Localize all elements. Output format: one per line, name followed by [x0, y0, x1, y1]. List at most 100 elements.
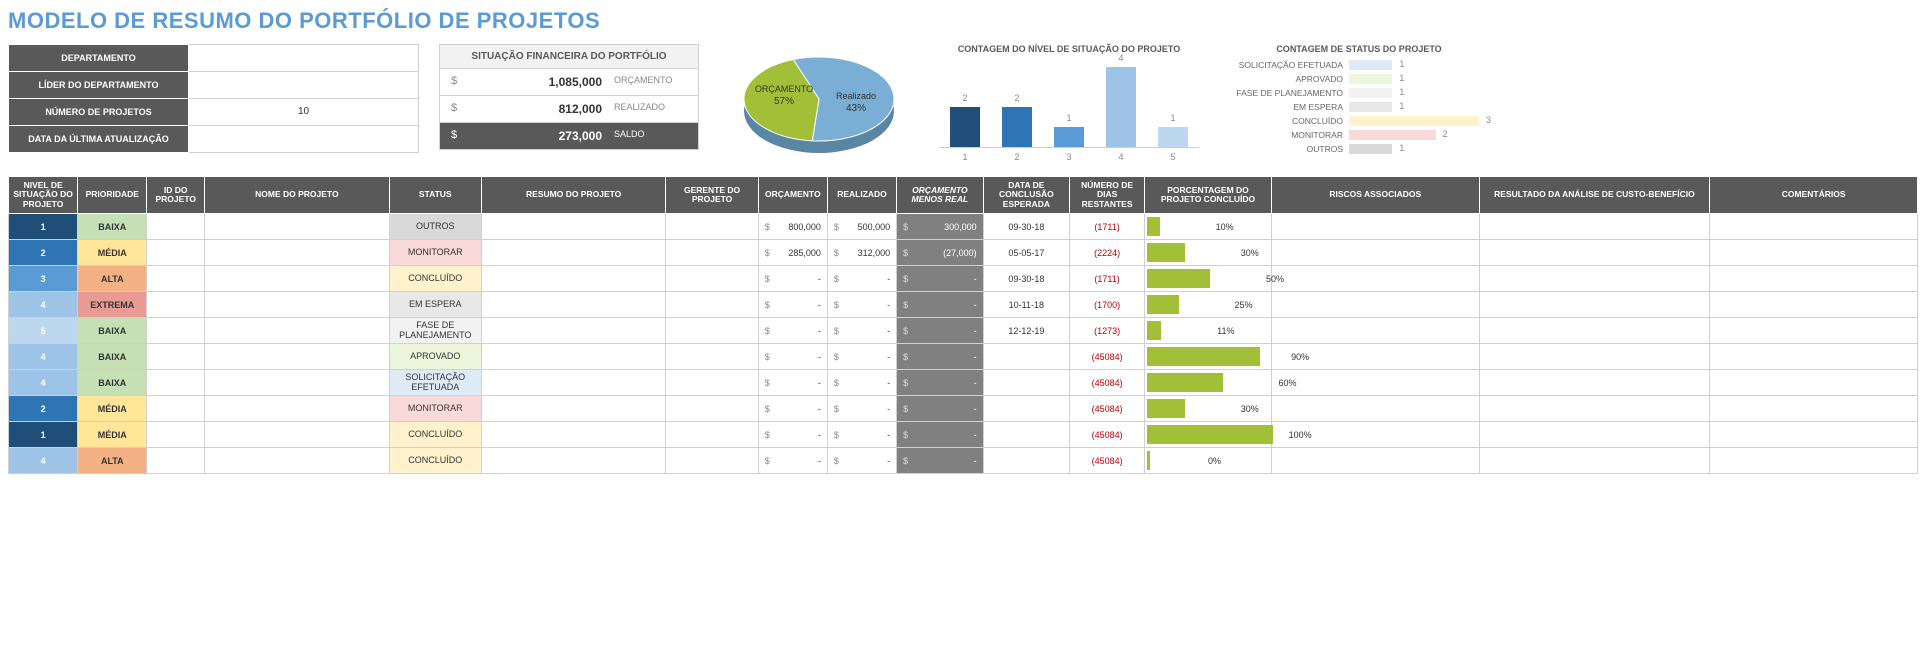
- cost-benefit-cell[interactable]: [1479, 318, 1710, 344]
- column-header[interactable]: REALIZADO: [827, 177, 896, 214]
- risks-cell[interactable]: [1271, 240, 1479, 266]
- percent-cell[interactable]: 11%: [1145, 318, 1272, 344]
- date-cell[interactable]: [983, 422, 1070, 448]
- percent-cell[interactable]: 100%: [1145, 422, 1272, 448]
- priority-cell[interactable]: BAIXA: [78, 344, 147, 370]
- manager-cell[interactable]: [666, 318, 758, 344]
- project-name-cell[interactable]: [205, 266, 390, 292]
- summary-cell[interactable]: [481, 422, 666, 448]
- priority-cell[interactable]: BAIXA: [78, 318, 147, 344]
- status-cell[interactable]: CONCLUÍDO: [389, 422, 481, 448]
- nivel-cell[interactable]: 5: [9, 318, 78, 344]
- nivel-cell[interactable]: 4: [9, 448, 78, 474]
- date-cell[interactable]: [983, 370, 1070, 396]
- nivel-cell[interactable]: 2: [9, 396, 78, 422]
- nivel-cell[interactable]: 2: [9, 240, 78, 266]
- project-name-cell[interactable]: [205, 318, 390, 344]
- project-id-cell[interactable]: [147, 318, 205, 344]
- cost-benefit-cell[interactable]: [1479, 266, 1710, 292]
- date-cell[interactable]: 12-12-19: [983, 318, 1070, 344]
- risks-cell[interactable]: [1271, 266, 1479, 292]
- column-header[interactable]: RESUMO DO PROJETO: [481, 177, 666, 214]
- manager-cell[interactable]: [666, 396, 758, 422]
- column-header[interactable]: RESULTADO DA ANÁLISE DE CUSTO-BENEFÍCIO: [1479, 177, 1710, 214]
- status-cell[interactable]: FASE DE PLANEJAMENTO: [389, 318, 481, 344]
- days-cell[interactable]: (1711): [1070, 214, 1145, 240]
- cost-benefit-cell[interactable]: [1479, 214, 1710, 240]
- percent-cell[interactable]: 60%: [1145, 370, 1272, 396]
- project-name-cell[interactable]: [205, 370, 390, 396]
- project-name-cell[interactable]: [205, 344, 390, 370]
- percent-cell[interactable]: 0%: [1145, 448, 1272, 474]
- manager-cell[interactable]: [666, 448, 758, 474]
- date-cell[interactable]: 09-30-18: [983, 266, 1070, 292]
- manager-cell[interactable]: [666, 214, 758, 240]
- column-header[interactable]: COMENTÁRIOS: [1710, 177, 1918, 214]
- manager-cell[interactable]: [666, 292, 758, 318]
- project-name-cell[interactable]: [205, 396, 390, 422]
- comments-cell[interactable]: [1710, 448, 1918, 474]
- status-cell[interactable]: MONITORAR: [389, 396, 481, 422]
- risks-cell[interactable]: [1271, 448, 1479, 474]
- column-header[interactable]: NOME DO PROJETO: [205, 177, 390, 214]
- risks-cell[interactable]: [1271, 396, 1479, 422]
- comments-cell[interactable]: [1710, 370, 1918, 396]
- summary-cell[interactable]: [481, 396, 666, 422]
- project-name-cell[interactable]: [205, 240, 390, 266]
- comments-cell[interactable]: [1710, 292, 1918, 318]
- priority-cell[interactable]: BAIXA: [78, 370, 147, 396]
- priority-cell[interactable]: BAIXA: [78, 214, 147, 240]
- date-cell[interactable]: 05-05-17: [983, 240, 1070, 266]
- nivel-cell[interactable]: 4: [9, 370, 78, 396]
- manager-cell[interactable]: [666, 422, 758, 448]
- meta-value[interactable]: [189, 45, 419, 72]
- comments-cell[interactable]: [1710, 422, 1918, 448]
- meta-value[interactable]: [189, 126, 419, 153]
- percent-cell[interactable]: 30%: [1145, 396, 1272, 422]
- summary-cell[interactable]: [481, 292, 666, 318]
- risks-cell[interactable]: [1271, 214, 1479, 240]
- column-header[interactable]: NÚMERO DE DIAS RESTANTES: [1070, 177, 1145, 214]
- comments-cell[interactable]: [1710, 214, 1918, 240]
- percent-cell[interactable]: 10%: [1145, 214, 1272, 240]
- date-cell[interactable]: [983, 448, 1070, 474]
- percent-cell[interactable]: 30%: [1145, 240, 1272, 266]
- project-id-cell[interactable]: [147, 240, 205, 266]
- date-cell[interactable]: 10-11-18: [983, 292, 1070, 318]
- project-id-cell[interactable]: [147, 266, 205, 292]
- nivel-cell[interactable]: 1: [9, 422, 78, 448]
- column-header[interactable]: DATA DE CONCLUSÃO ESPERADA: [983, 177, 1070, 214]
- status-cell[interactable]: MONITORAR: [389, 240, 481, 266]
- comments-cell[interactable]: [1710, 318, 1918, 344]
- manager-cell[interactable]: [666, 344, 758, 370]
- days-cell[interactable]: (2224): [1070, 240, 1145, 266]
- project-id-cell[interactable]: [147, 292, 205, 318]
- manager-cell[interactable]: [666, 370, 758, 396]
- column-header[interactable]: STATUS: [389, 177, 481, 214]
- project-id-cell[interactable]: [147, 370, 205, 396]
- status-cell[interactable]: EM ESPERA: [389, 292, 481, 318]
- days-cell[interactable]: (1700): [1070, 292, 1145, 318]
- status-cell[interactable]: CONCLUÍDO: [389, 448, 481, 474]
- summary-cell[interactable]: [481, 240, 666, 266]
- priority-cell[interactable]: MÉDIA: [78, 422, 147, 448]
- summary-cell[interactable]: [481, 266, 666, 292]
- priority-cell[interactable]: ALTA: [78, 448, 147, 474]
- column-header[interactable]: ORÇAMENTO: [758, 177, 827, 214]
- days-cell[interactable]: (1711): [1070, 266, 1145, 292]
- project-name-cell[interactable]: [205, 448, 390, 474]
- summary-cell[interactable]: [481, 214, 666, 240]
- nivel-cell[interactable]: 3: [9, 266, 78, 292]
- column-header[interactable]: GERENTE DO PROJETO: [666, 177, 758, 214]
- cost-benefit-cell[interactable]: [1479, 396, 1710, 422]
- cost-benefit-cell[interactable]: [1479, 344, 1710, 370]
- days-cell[interactable]: (45084): [1070, 422, 1145, 448]
- project-id-cell[interactable]: [147, 422, 205, 448]
- comments-cell[interactable]: [1710, 396, 1918, 422]
- priority-cell[interactable]: EXTREMA: [78, 292, 147, 318]
- summary-cell[interactable]: [481, 370, 666, 396]
- column-header[interactable]: ORÇAMENTO MENOS REAL: [897, 177, 984, 214]
- cost-benefit-cell[interactable]: [1479, 292, 1710, 318]
- date-cell[interactable]: [983, 344, 1070, 370]
- nivel-cell[interactable]: 4: [9, 344, 78, 370]
